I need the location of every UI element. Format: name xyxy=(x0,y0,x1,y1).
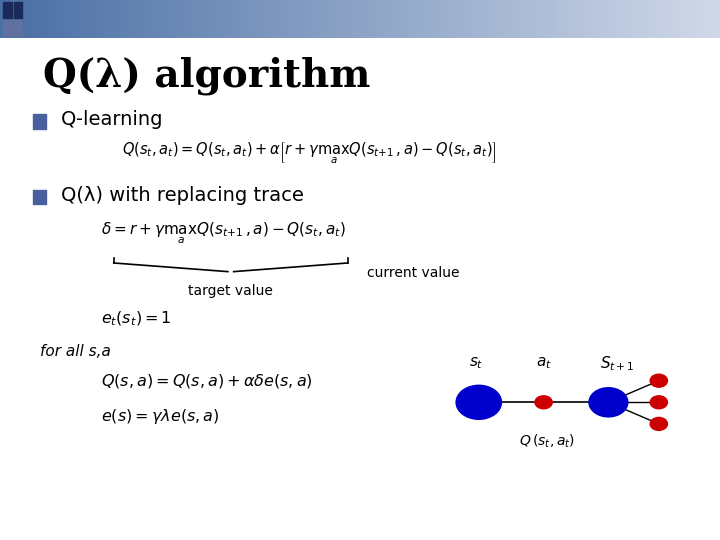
Circle shape xyxy=(456,386,501,419)
Bar xyxy=(33,114,46,129)
Bar xyxy=(3,2,12,18)
Text: $Q(s, a) = Q(s, a) + \alpha\delta e(s, a)$: $Q(s, a) = Q(s, a) + \alpha\delta e(s, a… xyxy=(101,372,312,390)
Text: current value: current value xyxy=(367,266,459,280)
Circle shape xyxy=(650,396,667,409)
Circle shape xyxy=(650,374,667,387)
Bar xyxy=(33,190,46,204)
Text: Q(λ) with replacing trace: Q(λ) with replacing trace xyxy=(61,186,304,205)
Text: $Q\,(s_t, a_t)$: $Q\,(s_t, a_t)$ xyxy=(519,433,575,450)
Text: target value: target value xyxy=(189,284,273,298)
Text: $e(s) = \gamma\lambda e(s, a)$: $e(s) = \gamma\lambda e(s, a)$ xyxy=(101,407,220,427)
Text: for all s,a: for all s,a xyxy=(40,343,110,359)
Text: $e_t(s_t) = 1$: $e_t(s_t) = 1$ xyxy=(101,309,171,328)
Bar xyxy=(14,2,22,18)
Circle shape xyxy=(589,388,628,417)
Text: $Q(s_t, a_t) = Q(s_t, a_t) + \alpha\left[r + \gamma \max_a Q(s_{t+1}, a) - Q(s_t: $Q(s_t, a_t) = Q(s_t, a_t) + \alpha\left… xyxy=(122,141,497,166)
Circle shape xyxy=(535,396,552,409)
Text: Q(λ) algorithm: Q(λ) algorithm xyxy=(43,57,371,95)
Text: $S_{t+1}$: $S_{t+1}$ xyxy=(600,354,634,373)
Text: $s_t$: $s_t$ xyxy=(469,355,483,372)
Circle shape xyxy=(650,417,667,430)
Bar xyxy=(3,21,12,36)
Text: $\delta = r + \gamma \max_a Q(s_{t+1}, a) - Q(s_t, a_t)$: $\delta = r + \gamma \max_a Q(s_{t+1}, a… xyxy=(101,221,346,246)
Bar xyxy=(14,21,22,36)
Text: $a_t$: $a_t$ xyxy=(536,355,552,372)
Text: Q-learning: Q-learning xyxy=(61,110,163,130)
